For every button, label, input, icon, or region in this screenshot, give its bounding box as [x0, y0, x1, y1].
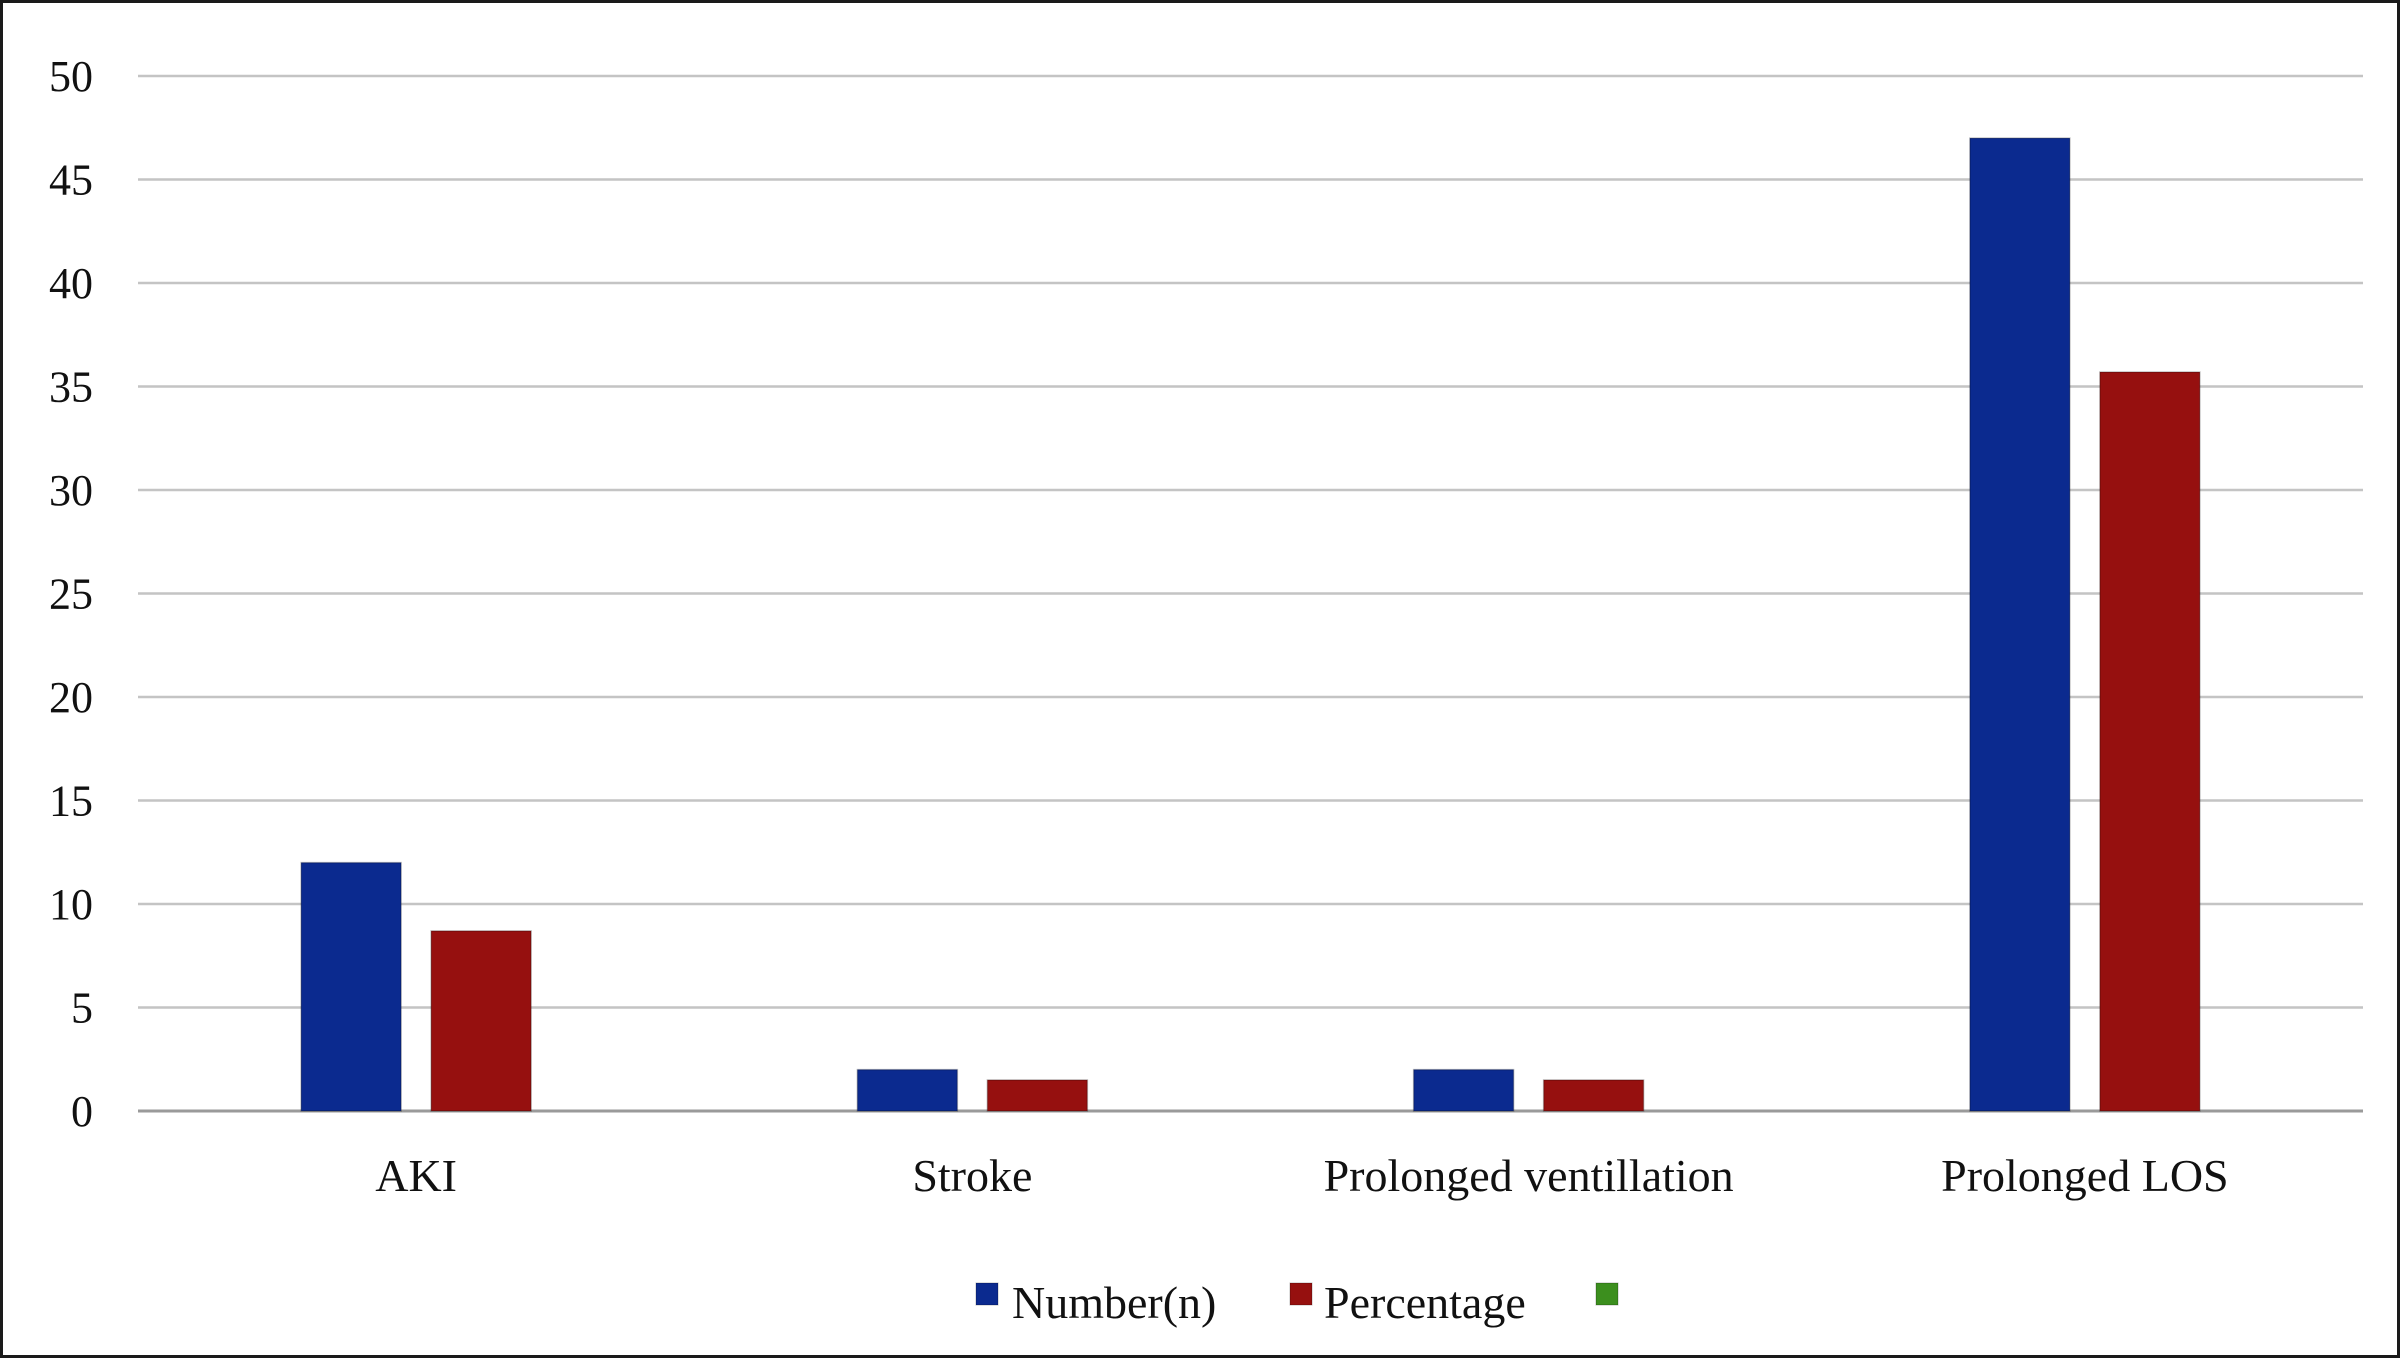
bar-percentage [986, 1079, 1089, 1112]
x-axis-category-labels: AKI Stroke Prolonged ventillation Prolonged… [375, 1150, 2228, 1201]
legend-label: Number(n) [1012, 1277, 1216, 1328]
y-axis-ticks: 0 5 10 15 20 25 30 35 40 45 50 [49, 52, 93, 1136]
bar-percentage [1542, 1079, 1645, 1112]
y-tick-label: 0 [71, 1087, 93, 1136]
y-tick-label: 25 [49, 570, 93, 619]
x-category-label: Prolonged LOS [1941, 1150, 2229, 1201]
legend-swatch [975, 1282, 999, 1306]
bar-number-n- [1412, 1068, 1515, 1112]
y-tick-label: 40 [49, 259, 93, 308]
bar-number-n- [1969, 137, 2071, 1112]
y-tick-label: 35 [49, 363, 93, 412]
bar-number-n- [300, 861, 402, 1112]
x-category-label: Prolonged ventillation [1324, 1150, 1734, 1201]
y-tick-label: 5 [71, 984, 93, 1033]
legend-label: Percentage [1324, 1277, 1526, 1328]
bars [300, 137, 2201, 1112]
legend: Number(n) Percentage [975, 1277, 1619, 1328]
x-category-label: AKI [375, 1150, 457, 1201]
y-tick-label: 15 [49, 777, 93, 826]
legend-swatch [1595, 1282, 1619, 1306]
y-tick-label: 45 [49, 156, 93, 205]
legend-swatch [1289, 1282, 1313, 1306]
bar-percentage [2099, 371, 2201, 1112]
y-tick-label: 30 [49, 466, 93, 515]
bar-number-n- [856, 1068, 959, 1112]
y-tick-label: 50 [49, 52, 93, 101]
y-tick-label: 20 [49, 673, 93, 722]
x-category-label: Stroke [912, 1150, 1032, 1201]
bar-percentage [430, 930, 532, 1112]
bar-chart: 0 5 10 15 20 25 30 35 40 45 50 AKI Stroke Prolonged … [49, 52, 2363, 1328]
y-tick-label: 10 [49, 880, 93, 929]
